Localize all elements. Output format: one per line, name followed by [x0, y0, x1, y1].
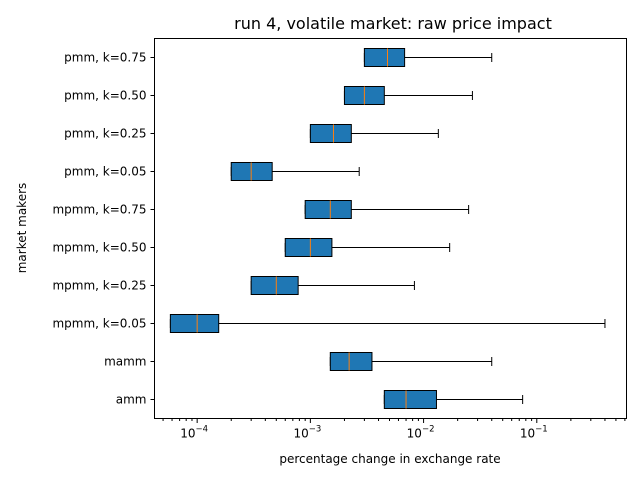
plot-frame	[154, 38, 627, 419]
iqr-box	[383, 390, 437, 409]
y-tick-label: pmm, k=0.25	[64, 127, 146, 141]
x-tick-exponent: −4	[196, 425, 209, 435]
x-tick-exponent: −2	[422, 425, 435, 435]
y-tick-label: mpmm, k=0.50	[52, 241, 146, 255]
box-1	[343, 86, 473, 105]
y-tick-label: pmm, k=0.75	[64, 51, 146, 65]
y-tick-label: mpmm, k=0.75	[52, 203, 146, 217]
x-tick-label: 10−1	[520, 425, 548, 441]
box-3	[230, 162, 360, 181]
y-tick-label: pmm, k=0.05	[64, 165, 146, 179]
x-tick-exponent: −3	[309, 425, 322, 435]
y-tick-label: mpmm, k=0.25	[52, 279, 146, 293]
iqr-box	[329, 352, 373, 371]
y-tick-label: mpmm, k=0.05	[52, 317, 146, 331]
iqr-box	[309, 124, 352, 143]
chart-title: run 4, volatile market: raw price impact	[234, 14, 552, 33]
iqr-box	[250, 276, 299, 295]
box-8	[329, 352, 493, 371]
box-4	[304, 200, 470, 219]
x-tick-label: 10−2	[407, 425, 435, 441]
y-tick-label: mamm	[104, 355, 146, 369]
iqr-box	[230, 162, 273, 181]
box-7	[169, 314, 606, 333]
x-axis-label: percentage change in exchange rate	[279, 452, 500, 466]
box-2	[309, 124, 439, 143]
y-tick-label: amm	[116, 393, 147, 407]
iqr-box	[304, 200, 352, 219]
plot-area	[169, 48, 606, 409]
iqr-box	[363, 48, 406, 67]
x-tick-label: 10−3	[293, 425, 321, 441]
y-tick-label: pmm, k=0.50	[64, 89, 146, 103]
x-tick-exponent: −1	[535, 425, 548, 435]
iqr-box	[169, 314, 220, 333]
box-0	[363, 48, 493, 67]
box-9	[383, 390, 524, 409]
y-axis-label: market makers	[15, 183, 29, 274]
x-tick-label: 10−4	[180, 425, 208, 441]
y-axis-labels: pmm, k=0.75 pmm, k=0.50 pmm, k=0.25 pmm, k=…	[52, 51, 155, 407]
iqr-box	[284, 238, 333, 257]
x-axis-ticks: 10−4 10−3 10−2 10−1	[162, 418, 626, 441]
box-5	[284, 238, 451, 257]
box-6	[250, 276, 415, 295]
